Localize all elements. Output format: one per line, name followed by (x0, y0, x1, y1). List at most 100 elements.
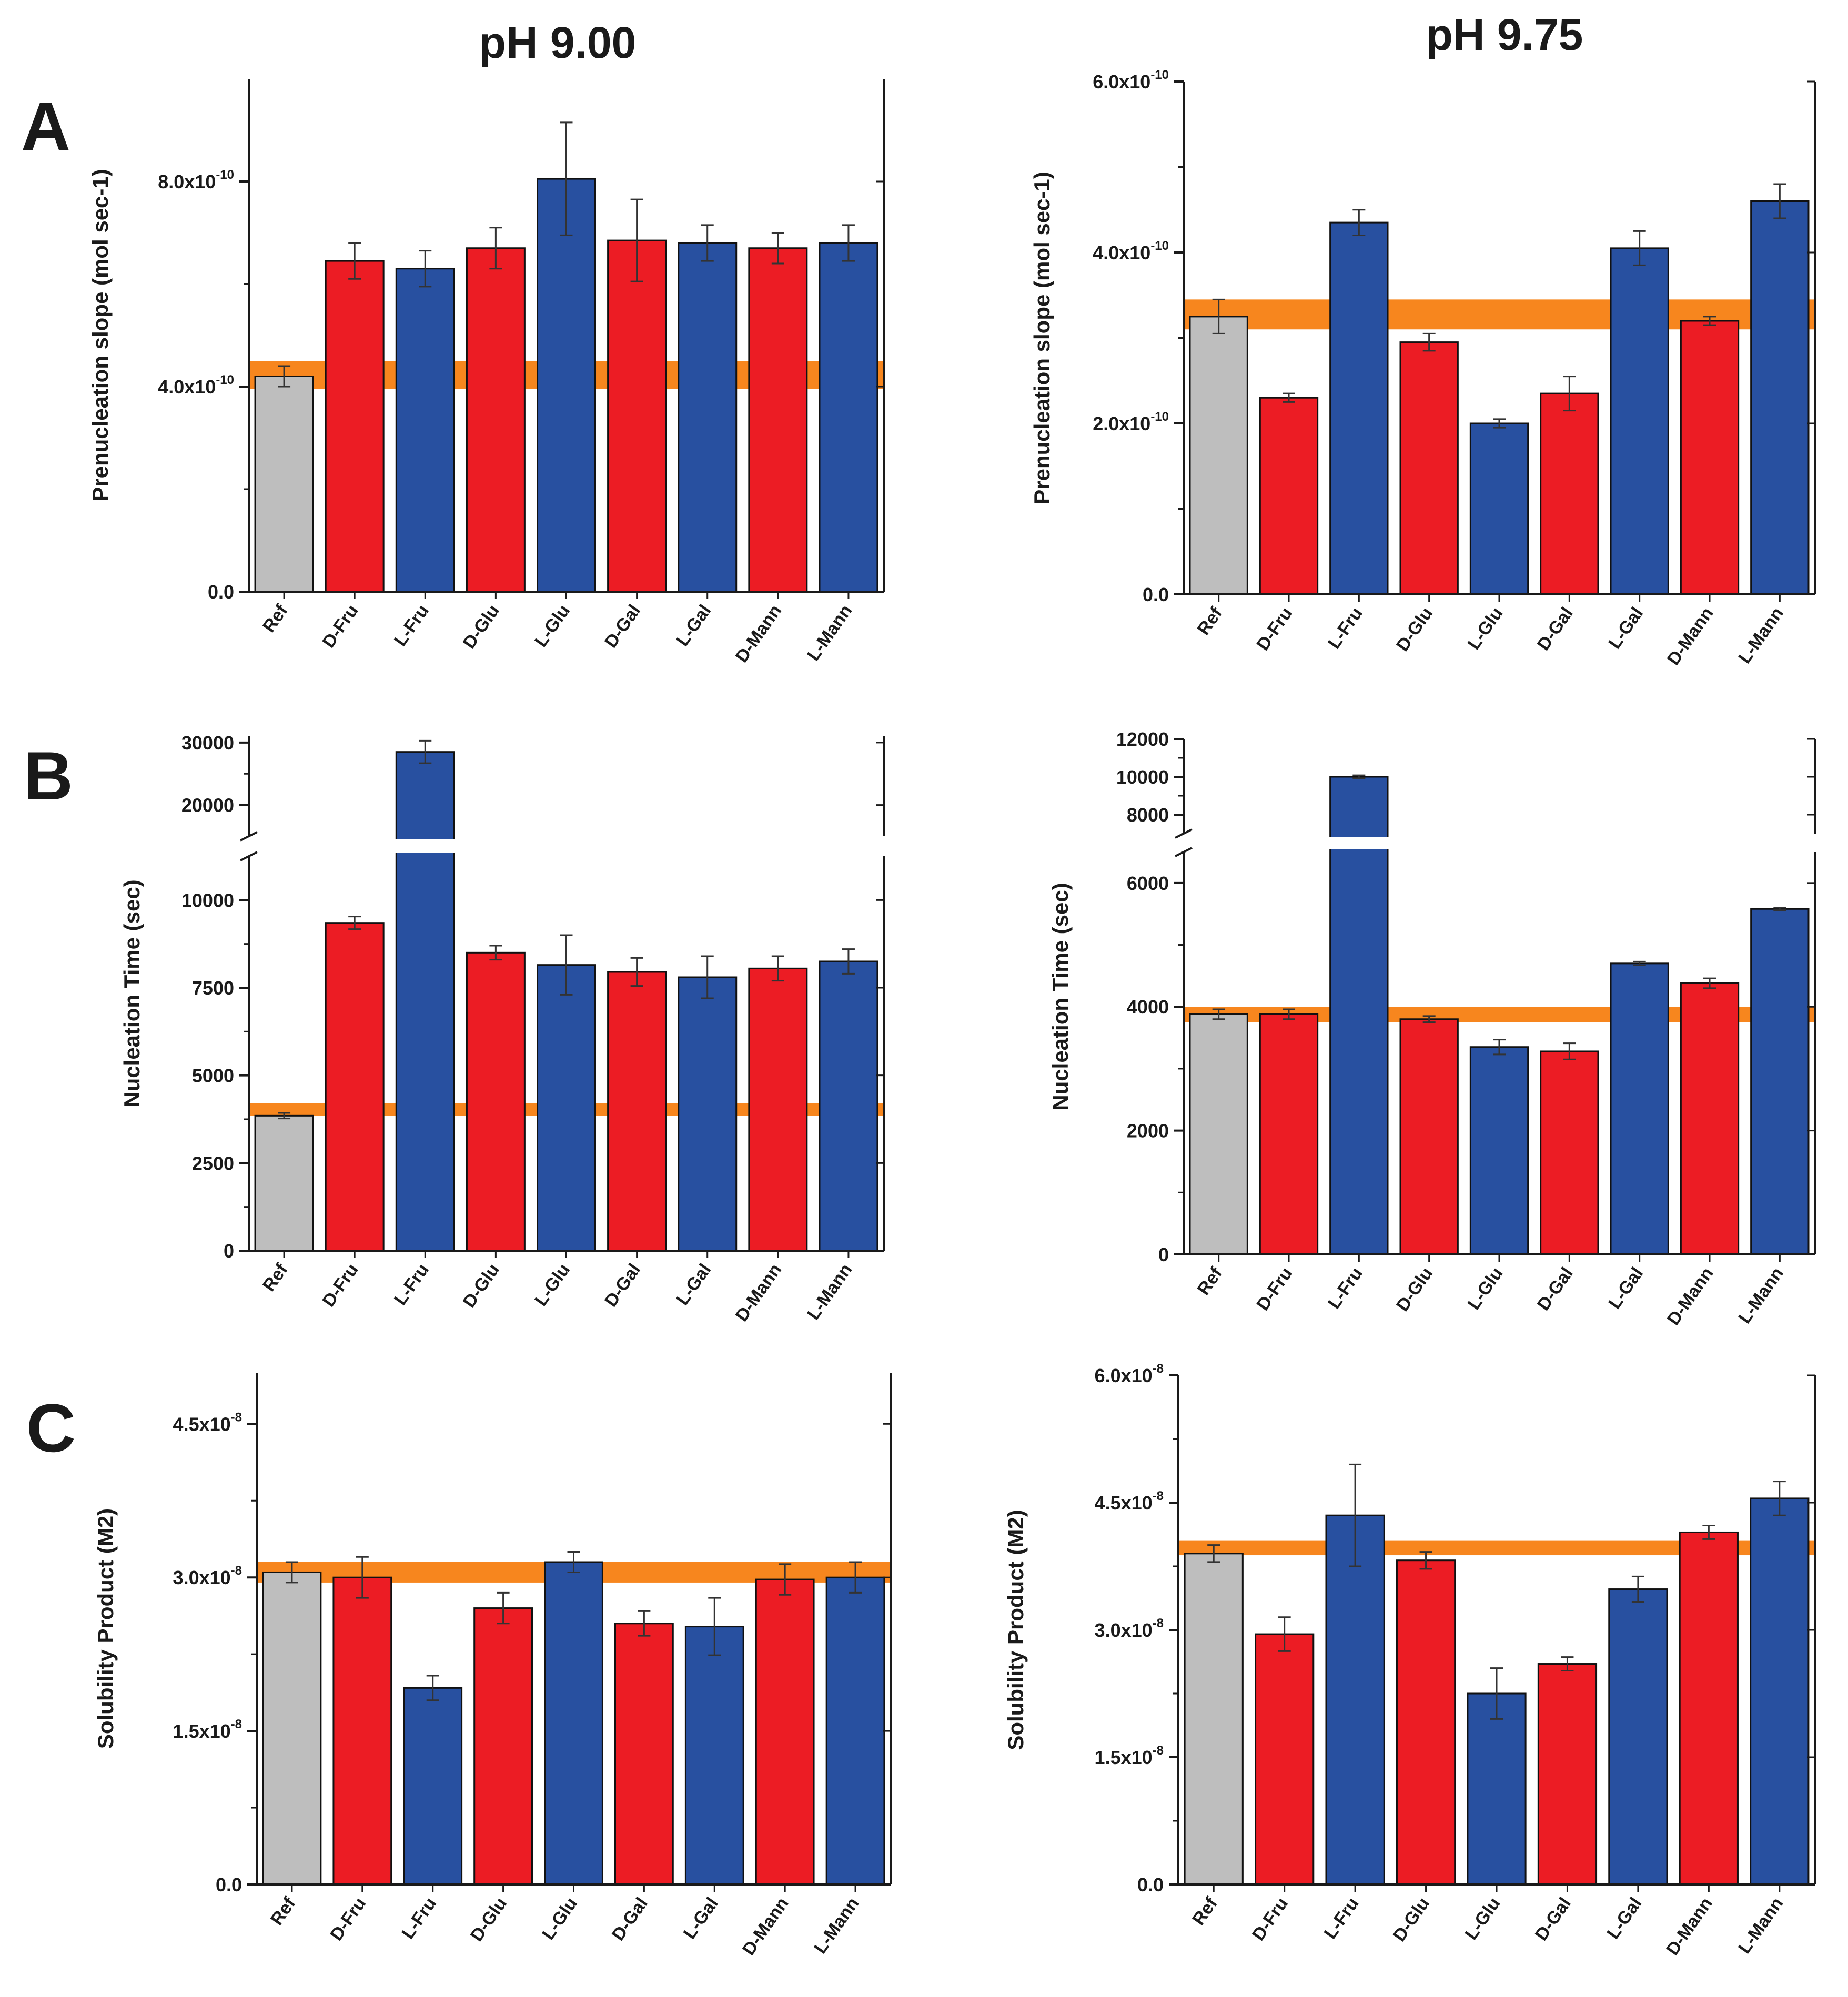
category-label: D-Fru (1248, 1894, 1292, 1944)
y-tick-label-exponent: -10 (216, 168, 234, 182)
y-tick-label: 4.0x10-10 (158, 373, 234, 398)
axis-break-mark (240, 831, 258, 842)
bar-l-mann (1750, 1497, 1810, 1886)
category-label: L-Glu (538, 1894, 581, 1944)
y-tick-label: 4.0x10-10 (1093, 239, 1169, 263)
y-tick-label-exponent: -10 (216, 373, 234, 387)
category-label: Ref (1188, 1893, 1221, 1929)
category-label: L-Glu (531, 601, 574, 651)
y-tick-label: 20000 (181, 795, 234, 816)
y-axis-title: Prenucleation slope (mol sec-1) (1029, 171, 1054, 504)
y-tick-label: 6000 (1127, 873, 1169, 894)
panel-label-a: A (21, 88, 70, 165)
category-label: L-Fru (390, 1260, 433, 1309)
y-tick-label: 6.0x10-8 (1095, 1362, 1164, 1386)
bar-d-mann (748, 247, 808, 593)
column-title-right: pH 9.75 (1426, 10, 1583, 59)
category-label: D-Gal (601, 1260, 644, 1311)
bar-d-gal (1537, 1663, 1598, 1886)
category-label: L-Glu (1461, 1894, 1504, 1944)
bar-l-gal (1610, 247, 1669, 595)
panel-label-b: B (24, 737, 73, 814)
bar-d-fru (332, 1576, 392, 1886)
category-label: L-Fru (1324, 604, 1367, 653)
category-label: Ref (259, 1260, 292, 1295)
bar-l-fru (403, 1687, 463, 1886)
bar-d-gal (1540, 392, 1599, 595)
bar-d-fru (325, 922, 385, 1252)
y-tick-label-exponent: -8 (1153, 1489, 1164, 1503)
bar-l-fru (395, 268, 455, 593)
category-label: D-Glu (1392, 1264, 1437, 1315)
y-tick-label: 8.0x10-10 (158, 168, 234, 192)
y-tick-label: 2.0x10-10 (1093, 410, 1169, 434)
category-label: D-Gal (1533, 604, 1577, 654)
category-label: D-Gal (601, 601, 644, 652)
bar-d-gal (614, 1623, 674, 1886)
bar-l-fru (395, 751, 455, 1252)
bar-d-mann (1680, 982, 1740, 1255)
bar-d-glu (466, 951, 526, 1252)
y-tick-label: 2500 (192, 1152, 234, 1174)
y-tick-label-exponent: -10 (1150, 68, 1169, 82)
bar-d-mann (755, 1578, 815, 1886)
bar-d-glu (466, 247, 526, 593)
category-label: L-Mann (803, 1260, 856, 1324)
bar-d-mann (748, 967, 808, 1252)
bar-l-fru (1329, 221, 1389, 595)
y-axis-title: Solubility Product (M2) (1003, 1509, 1028, 1750)
bar-d-glu (473, 1607, 533, 1886)
bar-l-gal (1610, 962, 1669, 1255)
bar-l-mann (819, 242, 878, 593)
bar-l-gal (1608, 1588, 1668, 1886)
y-tick-label-exponent: -8 (1153, 1616, 1164, 1630)
category-label: L-Fru (398, 1894, 440, 1943)
y-axis-title: Solubility Product (M2) (93, 1508, 118, 1749)
category-label: D-Gal (608, 1894, 652, 1944)
y-tick-label-exponent: -10 (1150, 410, 1169, 424)
bar-ref (254, 1114, 314, 1252)
bar-l-glu (537, 178, 596, 593)
y-tick-label: 1.5x10-8 (173, 1717, 242, 1742)
y-tick-label: 3.0x10-8 (173, 1564, 242, 1588)
y-tick-label: 2000 (1127, 1120, 1169, 1142)
charts-layer: Ref D-Fru L-Fru D-Glu L-Glu D-Gal L-Gal D-Mann L… (88, 68, 1816, 1959)
bar-d-fru (1255, 1633, 1315, 1886)
bar-break-gap (395, 839, 456, 853)
bar-d-gal (607, 239, 667, 593)
bar-l-glu (1469, 1046, 1529, 1255)
category-label: D-Mann (1662, 1894, 1716, 1959)
category-label: D-Fru (1253, 1264, 1296, 1314)
bar-l-gal (684, 1626, 744, 1886)
y-tick-label: 10000 (181, 889, 234, 911)
bar-d-fru (325, 260, 385, 593)
y-tick-label: 4.5x10-8 (173, 1410, 242, 1435)
bar-ref (1189, 316, 1248, 595)
y-tick-label: 0 (224, 1240, 234, 1262)
category-label: L-Glu (1464, 1264, 1507, 1314)
bar-break-gap (1329, 837, 1389, 849)
category-label: D-Glu (1392, 604, 1437, 655)
category-label: Ref (267, 1893, 300, 1929)
y-tick-label: 0.0 (208, 581, 234, 603)
category-label: L-Mann (803, 601, 856, 665)
bar-ref (262, 1571, 322, 1886)
category-label: D-Glu (467, 1894, 511, 1945)
bar-d-fru (1259, 397, 1319, 595)
bar-l-mann (825, 1576, 885, 1886)
bar-d-glu (1399, 341, 1459, 595)
category-label: D-Mann (1663, 1264, 1718, 1329)
category-label: D-Mann (732, 1260, 786, 1325)
bar-ref (1189, 1013, 1248, 1255)
chart-b-ph900: Ref D-Fru L-Fru D-Glu L-Glu D-Gal L-Gal D-Mann L… (119, 732, 885, 1325)
bar-ref (254, 376, 314, 593)
y-tick-label-exponent: -8 (231, 1410, 242, 1424)
y-tick-label: 0.0 (1137, 1874, 1164, 1895)
bar-ref (1184, 1553, 1244, 1886)
bar-l-mann (819, 960, 878, 1252)
category-label: Ref (1194, 603, 1227, 638)
y-tick-label: 0.0 (1143, 584, 1169, 605)
chart-a-ph975: Ref D-Fru L-Fru D-Glu L-Glu D-Gal L-Gal D-Mann L… (1029, 68, 1816, 669)
bar-l-glu (1469, 422, 1529, 595)
